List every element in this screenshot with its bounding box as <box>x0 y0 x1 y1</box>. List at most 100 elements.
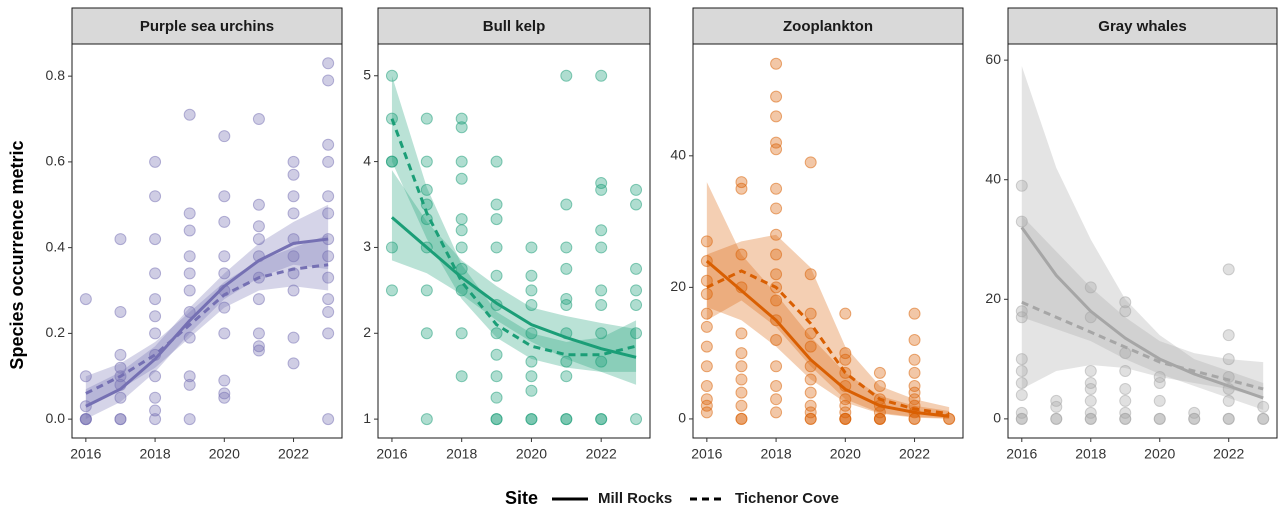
point <box>631 285 642 296</box>
point <box>596 70 607 81</box>
point <box>736 400 747 411</box>
point <box>771 394 782 405</box>
point <box>631 184 642 195</box>
x-tick-label: 2018 <box>1075 446 1106 462</box>
point <box>1154 377 1165 388</box>
point <box>288 156 299 167</box>
y-tick-label: 40 <box>985 170 1001 186</box>
point <box>1154 395 1165 406</box>
point <box>150 156 161 167</box>
point <box>526 371 537 382</box>
point <box>874 367 885 378</box>
x-tick-label: 2016 <box>376 446 407 462</box>
point <box>150 268 161 279</box>
point <box>1120 413 1131 424</box>
point <box>701 361 712 372</box>
point <box>253 199 264 210</box>
point <box>323 75 334 86</box>
x-tick-label: 2016 <box>70 446 101 462</box>
point <box>491 199 502 210</box>
point <box>701 321 712 332</box>
point <box>840 413 851 424</box>
point <box>1189 413 1200 424</box>
y-axis-label: Species occurrence metric <box>7 140 27 369</box>
point <box>323 58 334 69</box>
point <box>771 407 782 418</box>
point <box>1258 413 1269 424</box>
confidence-band <box>86 235 328 406</box>
point <box>1223 413 1234 424</box>
point <box>421 113 432 124</box>
point <box>561 242 572 253</box>
point <box>491 349 502 360</box>
point <box>909 354 920 365</box>
x-tick-label: 2018 <box>760 446 791 462</box>
point <box>150 191 161 202</box>
point <box>219 216 230 227</box>
y-tick-label: 4 <box>363 152 371 168</box>
point <box>631 414 642 425</box>
point <box>323 139 334 150</box>
point <box>456 156 467 167</box>
x-tick-label: 2018 <box>139 446 170 462</box>
x-tick-label: 2022 <box>1213 446 1244 462</box>
point <box>323 306 334 317</box>
point <box>701 381 712 392</box>
point <box>526 385 537 396</box>
point <box>323 328 334 339</box>
point <box>736 413 747 424</box>
point <box>909 334 920 345</box>
point <box>288 169 299 180</box>
point <box>805 413 816 424</box>
point <box>736 374 747 385</box>
point <box>253 345 264 356</box>
point <box>491 392 502 403</box>
y-tick-label: 0.0 <box>46 410 66 426</box>
point <box>491 156 502 167</box>
point <box>80 294 91 305</box>
point <box>288 208 299 219</box>
point <box>184 379 195 390</box>
point <box>561 414 572 425</box>
point <box>526 414 537 425</box>
x-tick-label: 2022 <box>899 446 930 462</box>
point <box>631 263 642 274</box>
point <box>491 242 502 253</box>
point <box>631 199 642 210</box>
point <box>150 311 161 322</box>
panel-title: Gray whales <box>1098 18 1186 35</box>
point <box>771 144 782 155</box>
point <box>115 306 126 317</box>
x-tick-label: 2020 <box>830 446 861 462</box>
point <box>184 109 195 120</box>
point <box>150 234 161 245</box>
point <box>184 225 195 236</box>
point <box>736 361 747 372</box>
point <box>771 361 782 372</box>
point <box>526 270 537 281</box>
point <box>456 122 467 133</box>
point <box>771 381 782 392</box>
point <box>596 184 607 195</box>
point <box>288 191 299 202</box>
point <box>561 371 572 382</box>
y-tick-label: 2 <box>363 324 371 340</box>
point <box>456 371 467 382</box>
point <box>184 251 195 262</box>
point <box>253 294 264 305</box>
point <box>736 183 747 194</box>
point <box>184 285 195 296</box>
point <box>253 328 264 339</box>
y-tick-label: 5 <box>363 66 371 82</box>
point <box>909 367 920 378</box>
point <box>1016 389 1027 400</box>
point <box>1154 413 1165 424</box>
x-tick-label: 2022 <box>586 446 617 462</box>
y-tick-label: 0.6 <box>46 153 66 169</box>
point <box>456 242 467 253</box>
point <box>561 199 572 210</box>
point <box>596 225 607 236</box>
page: Species occurrence metric Purple sea urc… <box>0 0 1285 512</box>
panel-title: Bull kelp <box>483 18 546 35</box>
point <box>736 348 747 359</box>
